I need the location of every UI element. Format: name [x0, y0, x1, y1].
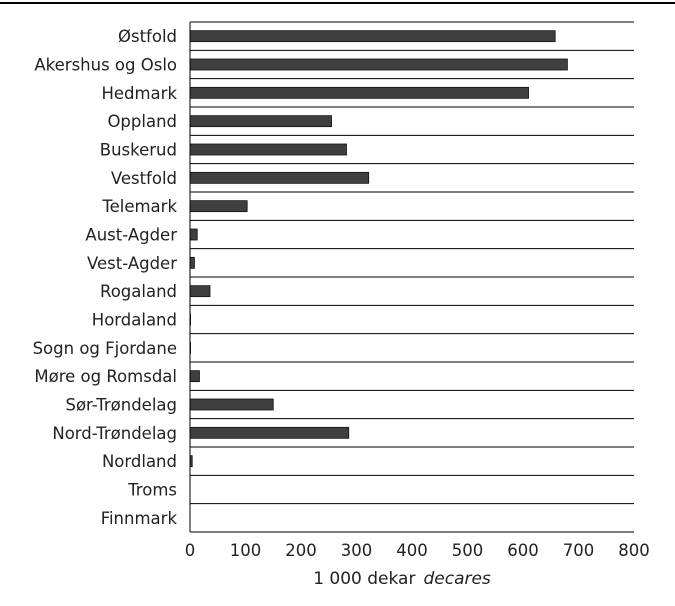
- bar: [189, 398, 274, 411]
- category-labels: Østfold Akershus og Oslo Hedmark Oppland Bus…: [33, 27, 178, 528]
- category-label: Sør-Trøndelag: [65, 396, 177, 415]
- category-label: Sogn og Fjordane: [33, 339, 177, 358]
- bar: [189, 171, 370, 184]
- category-label: Vestfold: [111, 169, 177, 188]
- x-tick-label: 600: [507, 541, 539, 560]
- x-tick-label: 400: [396, 541, 428, 560]
- category-label: Nord-Trøndelag: [52, 424, 177, 443]
- x-tick-label: 100: [230, 541, 262, 560]
- x-tick-label: 800: [618, 541, 650, 560]
- bar: [189, 115, 332, 128]
- bar: [189, 256, 195, 269]
- bar: [189, 370, 200, 383]
- bar: [189, 228, 198, 241]
- x-axis-title: 1 000 dekar decares: [313, 569, 491, 589]
- bar: [189, 30, 556, 43]
- category-label: Finnmark: [101, 509, 178, 528]
- bar: [189, 285, 211, 298]
- x-tick-labels: 0 100 200 300 400 500 600 700 800: [185, 541, 650, 560]
- category-label: Aust-Agder: [85, 226, 177, 245]
- category-label: Nordland: [102, 452, 177, 471]
- bar: [189, 143, 347, 156]
- bar: [189, 86, 529, 99]
- bar: [189, 58, 568, 71]
- category-label: Rogaland: [100, 282, 177, 301]
- grid-layer: [190, 21, 634, 533]
- bar: [189, 200, 248, 213]
- category-label: Telemark: [101, 197, 177, 216]
- category-label: Troms: [127, 481, 177, 500]
- x-tick-label: 700: [563, 541, 595, 560]
- x-tick-label: 0: [185, 541, 196, 560]
- category-label: Akershus og Oslo: [34, 56, 177, 75]
- x-tick-label: 200: [285, 541, 317, 560]
- x-axis-title-italic: decares: [423, 569, 490, 589]
- category-label: Buskerud: [100, 141, 177, 160]
- category-label: Oppland: [107, 112, 177, 131]
- category-label: Vest-Agder: [87, 254, 177, 273]
- bar-layer: [189, 30, 568, 468]
- category-label: Møre og Romsdal: [34, 367, 177, 386]
- category-label: Østfold: [118, 27, 177, 46]
- x-axis-title-main: 1 000 dekar: [313, 569, 415, 589]
- x-tick-label: 300: [341, 541, 373, 560]
- category-label: Hedmark: [101, 84, 177, 103]
- x-tick-label: 500: [452, 541, 484, 560]
- bar: [189, 426, 350, 439]
- category-label: Hordaland: [92, 311, 177, 330]
